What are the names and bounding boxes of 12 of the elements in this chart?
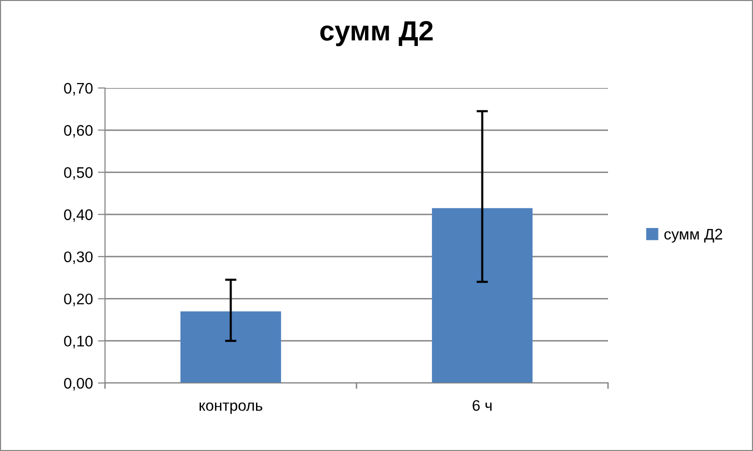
y-tick-label: 0,70 <box>64 82 93 96</box>
y-tick-label: 0,20 <box>64 294 93 306</box>
y-tick-label: 0,30 <box>64 251 93 264</box>
legend-label: сумм Д2 <box>664 228 722 243</box>
y-tick-label: 0,50 <box>64 167 93 180</box>
x-tick-label: контроль <box>200 402 262 414</box>
y-tick-label: 0,40 <box>64 209 93 222</box>
y-tick-label: 0,00 <box>64 378 93 390</box>
y-tick-label: 0,60 <box>64 125 93 138</box>
y-tick-label: 0,10 <box>64 336 93 348</box>
x-tick-label: 6 ч <box>472 400 492 411</box>
chart-title: сумм Д2 <box>320 21 433 46</box>
